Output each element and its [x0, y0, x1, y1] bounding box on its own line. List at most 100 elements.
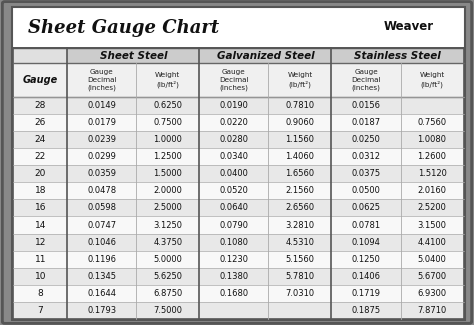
Text: 0.0179: 0.0179 — [87, 118, 116, 127]
Bar — [13, 165, 464, 182]
Text: 6.8750: 6.8750 — [153, 289, 182, 298]
Text: 0.0747: 0.0747 — [87, 220, 117, 229]
Bar — [13, 199, 464, 216]
Text: 26: 26 — [35, 118, 46, 127]
Text: 0.1094: 0.1094 — [352, 238, 381, 247]
Text: Sheet Gauge Chart: Sheet Gauge Chart — [28, 19, 219, 37]
Text: Weight
(lb/ft²): Weight (lb/ft²) — [419, 72, 445, 88]
Text: Weaver: Weaver — [383, 20, 434, 33]
Bar — [331, 63, 401, 97]
Text: 2.1560: 2.1560 — [285, 186, 314, 195]
Text: 11: 11 — [35, 255, 46, 264]
Text: 0.0299: 0.0299 — [87, 152, 116, 161]
Bar — [13, 97, 464, 114]
Text: 0.0190: 0.0190 — [219, 101, 248, 110]
Text: 1.2600: 1.2600 — [418, 152, 447, 161]
Text: 0.1680: 0.1680 — [219, 289, 248, 298]
Text: Stainless Steel: Stainless Steel — [354, 51, 441, 60]
Text: 0.1080: 0.1080 — [219, 238, 248, 247]
Text: 0.0520: 0.0520 — [219, 186, 248, 195]
Bar — [13, 268, 464, 285]
Text: 0.1406: 0.1406 — [352, 272, 381, 281]
Text: 0.0340: 0.0340 — [219, 152, 248, 161]
Text: 12: 12 — [35, 238, 46, 247]
Bar — [13, 182, 464, 199]
Text: 0.0400: 0.0400 — [219, 169, 248, 178]
Text: 0.1644: 0.1644 — [87, 289, 116, 298]
Text: Weight
(lb/ft²): Weight (lb/ft²) — [155, 72, 181, 88]
Text: Sheet Steel: Sheet Steel — [100, 51, 167, 60]
Text: 0.0280: 0.0280 — [219, 135, 248, 144]
Text: 2.5200: 2.5200 — [418, 203, 447, 212]
Text: 24: 24 — [35, 135, 46, 144]
Text: 0.7560: 0.7560 — [418, 118, 447, 127]
Text: 0.1793: 0.1793 — [87, 306, 117, 315]
Text: 0.0149: 0.0149 — [87, 101, 116, 110]
Text: 7.8710: 7.8710 — [418, 306, 447, 315]
Bar — [268, 63, 331, 97]
Text: 0.9060: 0.9060 — [285, 118, 314, 127]
Text: 1.6560: 1.6560 — [285, 169, 315, 178]
Text: 0.7500: 0.7500 — [154, 118, 182, 127]
Text: Galvanized Steel: Galvanized Steel — [217, 51, 314, 60]
Text: 2.6560: 2.6560 — [285, 203, 315, 212]
Text: 4.5310: 4.5310 — [285, 238, 314, 247]
Bar — [331, 48, 464, 63]
Text: 1.1560: 1.1560 — [285, 135, 314, 144]
Text: 0.6250: 0.6250 — [154, 101, 182, 110]
Text: Gauge
Decimal
(inches): Gauge Decimal (inches) — [351, 69, 381, 91]
Text: 0.0640: 0.0640 — [219, 203, 248, 212]
Text: 0.1380: 0.1380 — [219, 272, 248, 281]
Text: 2.0160: 2.0160 — [418, 186, 447, 195]
Text: 0.0239: 0.0239 — [87, 135, 116, 144]
Text: 4.3750: 4.3750 — [153, 238, 182, 247]
Bar — [200, 63, 268, 97]
Bar — [13, 63, 67, 97]
Bar — [13, 302, 464, 319]
Text: 5.7810: 5.7810 — [285, 272, 315, 281]
Text: 0.1046: 0.1046 — [87, 238, 116, 247]
Text: 0.1250: 0.1250 — [352, 255, 381, 264]
Text: 3.2810: 3.2810 — [285, 220, 315, 229]
Bar — [67, 48, 200, 63]
Text: 5.6250: 5.6250 — [154, 272, 182, 281]
Text: 28: 28 — [35, 101, 46, 110]
Text: 0.1230: 0.1230 — [219, 255, 248, 264]
FancyBboxPatch shape — [2, 2, 472, 323]
Text: 6.9300: 6.9300 — [418, 289, 447, 298]
Text: 1.0000: 1.0000 — [154, 135, 182, 144]
Text: 1.2500: 1.2500 — [154, 152, 182, 161]
Text: 0.0156: 0.0156 — [352, 101, 381, 110]
Bar — [401, 63, 464, 97]
Text: 1.5120: 1.5120 — [418, 169, 447, 178]
Text: 7: 7 — [37, 306, 43, 315]
Bar — [13, 216, 464, 234]
Text: 0.1345: 0.1345 — [87, 272, 116, 281]
Text: 8: 8 — [37, 289, 43, 298]
Text: Weight
(lb/ft²): Weight (lb/ft²) — [287, 72, 312, 88]
FancyBboxPatch shape — [12, 6, 465, 320]
Text: 22: 22 — [35, 152, 46, 161]
Bar — [13, 285, 464, 302]
Text: 1.5000: 1.5000 — [154, 169, 182, 178]
Bar — [13, 131, 464, 148]
Bar — [13, 148, 464, 165]
Text: 18: 18 — [35, 186, 46, 195]
Text: 0.0625: 0.0625 — [352, 203, 381, 212]
Text: 16: 16 — [35, 203, 46, 212]
Bar — [13, 234, 464, 251]
Text: 7.0310: 7.0310 — [285, 289, 315, 298]
Text: 0.0478: 0.0478 — [87, 186, 117, 195]
Bar — [13, 48, 67, 97]
Text: 0.0359: 0.0359 — [87, 169, 116, 178]
Text: 3.1250: 3.1250 — [154, 220, 182, 229]
Text: 0.0312: 0.0312 — [352, 152, 381, 161]
Text: 1.0080: 1.0080 — [418, 135, 447, 144]
Bar — [137, 63, 200, 97]
Text: 2.5000: 2.5000 — [154, 203, 182, 212]
Bar — [13, 114, 464, 131]
Text: 14: 14 — [35, 220, 46, 229]
Text: 1.4060: 1.4060 — [285, 152, 314, 161]
Text: 3.1500: 3.1500 — [418, 220, 447, 229]
Text: Gauge
Decimal
(inches): Gauge Decimal (inches) — [219, 69, 249, 91]
